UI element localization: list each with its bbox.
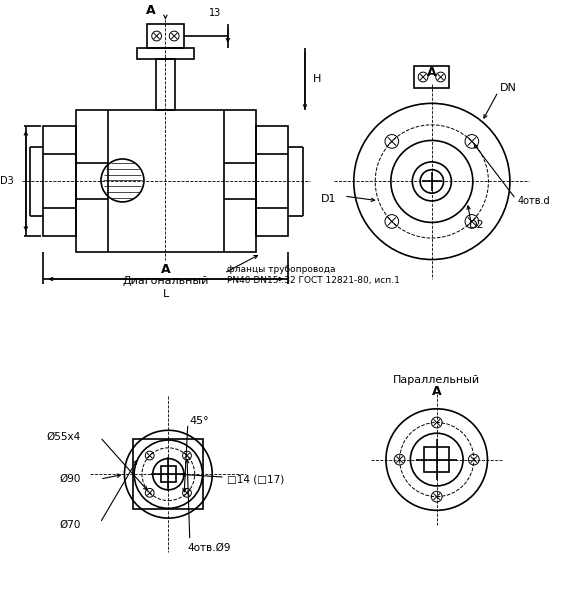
Text: A: A bbox=[432, 385, 442, 398]
Bar bbox=[256, 126, 288, 236]
Text: D3: D3 bbox=[1, 176, 14, 186]
Text: 45°: 45° bbox=[190, 416, 209, 426]
Text: 4отв.d: 4отв.d bbox=[518, 196, 550, 206]
Text: Ø90: Ø90 bbox=[59, 474, 81, 484]
Bar bbox=[133, 439, 204, 510]
Bar bbox=[76, 110, 256, 252]
Text: DN: DN bbox=[500, 83, 517, 93]
Text: 13: 13 bbox=[209, 9, 221, 18]
Text: □14 (□17): □14 (□17) bbox=[227, 474, 284, 484]
Text: Ø70: Ø70 bbox=[59, 520, 81, 530]
Text: A: A bbox=[427, 66, 437, 79]
Bar bbox=[137, 48, 193, 60]
Bar bbox=[161, 467, 176, 482]
Text: Ø55х4: Ø55х4 bbox=[46, 432, 81, 442]
Text: L: L bbox=[163, 289, 169, 299]
Bar bbox=[43, 126, 76, 236]
Text: A: A bbox=[161, 263, 170, 276]
Text: 4отв.Ø9: 4отв.Ø9 bbox=[188, 543, 231, 553]
Bar bbox=[424, 447, 450, 472]
Bar bbox=[156, 60, 175, 110]
Text: A: A bbox=[146, 4, 156, 17]
Text: Диагональный: Диагональный bbox=[122, 276, 209, 286]
Text: D1: D1 bbox=[321, 194, 336, 204]
Text: фланцы трубопровода: фланцы трубопровода bbox=[227, 265, 336, 274]
Text: Параллельный: Параллельный bbox=[393, 375, 481, 384]
Bar bbox=[415, 66, 450, 88]
Text: PN40 DN15..32 ГОСТ 12821-80, исп.1: PN40 DN15..32 ГОСТ 12821-80, исп.1 bbox=[227, 276, 400, 286]
Bar bbox=[147, 25, 184, 48]
Text: D2: D2 bbox=[469, 220, 484, 230]
Text: H: H bbox=[313, 74, 321, 84]
